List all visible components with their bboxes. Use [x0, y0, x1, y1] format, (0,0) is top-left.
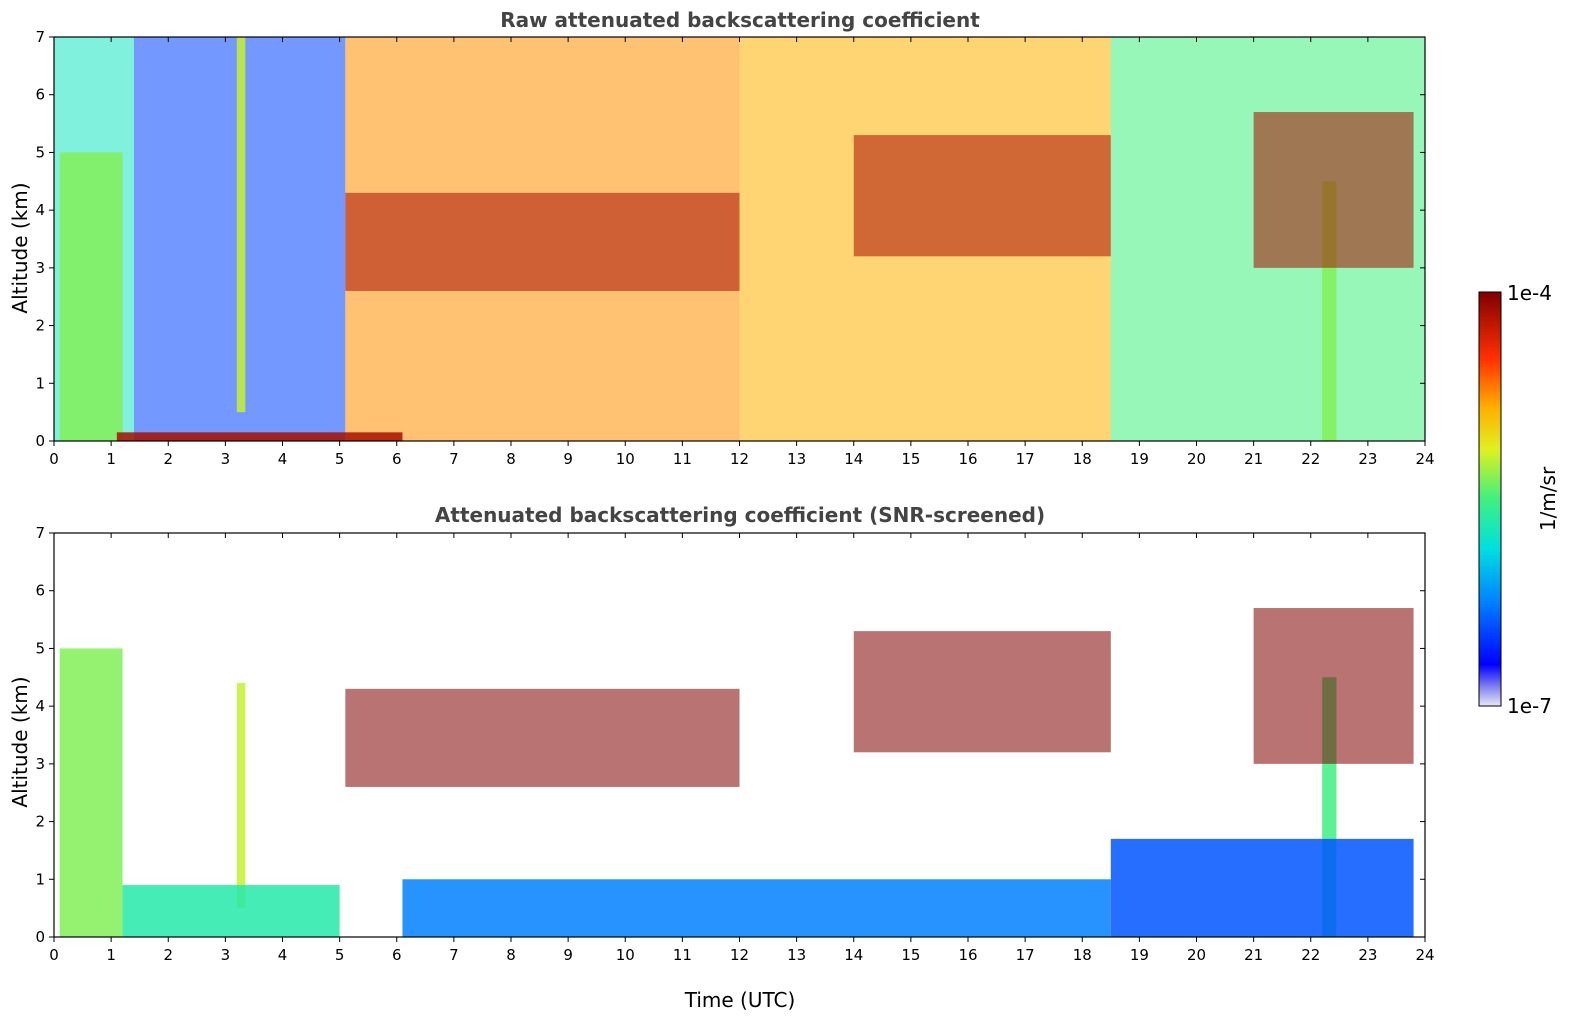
screened-xtick-label-15: 15	[901, 946, 920, 964]
raw-xtick-label-21: 21	[1244, 450, 1263, 468]
raw-ytick-label-3: 3	[35, 259, 45, 277]
screened-aerosol-column-1	[236, 683, 246, 909]
raw-xtick-label-2: 2	[163, 450, 173, 468]
screened-y-axis-label: Altitude (km)	[8, 676, 32, 807]
raw-aerosol-column-0	[59, 152, 123, 441]
screened-xtick-label-10: 10	[616, 946, 635, 964]
screened-y-axis: 0 1 2 3 4 5 6 7	[35, 524, 1425, 946]
screened-xtick-label-19: 19	[1130, 946, 1149, 964]
raw-ytick-label-1: 1	[35, 374, 45, 392]
screened-xtick-label-9: 9	[563, 946, 573, 964]
screened-xtick-label-23: 23	[1358, 946, 1377, 964]
raw-xtick-label-12: 12	[730, 450, 749, 468]
screened-xtick-label-1: 1	[106, 946, 116, 964]
raw-xtick-label-0: 0	[49, 450, 59, 468]
screened-heatmap-area	[59, 608, 1414, 937]
raw-cloud-layer-4	[345, 192, 740, 291]
screened-xtick-label-2: 2	[163, 946, 173, 964]
screened-aerosol-column-0	[59, 648, 123, 937]
raw-cloud-layer-5	[853, 135, 1111, 257]
screened-xtick-label-6: 6	[392, 946, 402, 964]
raw-xtick-label-1: 1	[106, 450, 116, 468]
screened-xtick-label-20: 20	[1187, 946, 1206, 964]
raw-xtick-label-3: 3	[221, 450, 231, 468]
raw-x-axis: 0 1 2 3 4 5 6 7 8 9 10 11 12 13 14 15 16 17 18 19 20 21 22 23 24	[49, 37, 1435, 468]
screened-xtick-label-8: 8	[506, 946, 516, 964]
screened-cloud-layer-6	[345, 688, 740, 787]
screened-xtick-label-14: 14	[844, 946, 863, 964]
raw-ytick-label-6: 6	[35, 86, 45, 104]
screened-xtick-label-0: 0	[49, 946, 59, 964]
screened-ytick-label-6: 6	[35, 582, 45, 600]
raw-xtick-label-6: 6	[392, 450, 402, 468]
screened-cloud-layer-8	[1253, 608, 1414, 764]
raw-xtick-label-5: 5	[335, 450, 345, 468]
raw-xtick-label-15: 15	[901, 450, 920, 468]
colorbar-max-label: 1e-4	[1507, 281, 1552, 305]
raw-xtick-label-13: 13	[787, 450, 806, 468]
screened-xtick-label-3: 3	[221, 946, 231, 964]
screened-boundary-layer-3	[122, 885, 340, 937]
raw-ytick-label-0: 0	[35, 432, 45, 450]
screened-ytick-label-3: 3	[35, 755, 45, 773]
raw-surface-layer-3	[116, 432, 403, 441]
screened-xtick-label-5: 5	[335, 946, 345, 964]
raw-xtick-label-11: 11	[673, 450, 692, 468]
screened-xtick-label-18: 18	[1073, 946, 1092, 964]
screened-x-axis: 0 1 2 3 4 5 6 7 8 9 10 11 12 13 14 15 16 17 18 19 20 21 22 23 24	[49, 533, 1435, 964]
raw-xtick-label-17: 17	[1016, 450, 1035, 468]
colorbar: 1e-4 1e-7 1/m/sr	[1478, 281, 1560, 718]
screened-xtick-label-16: 16	[958, 946, 977, 964]
raw-y-axis: 0 1 2 3 4 5 6 7	[35, 28, 1425, 450]
screened-ytick-label-4: 4	[35, 697, 45, 715]
raw-xtick-label-18: 18	[1073, 450, 1092, 468]
raw-backscatter-panel: Raw attenuated backscattering coefficien…	[8, 8, 1435, 468]
x-axis-label: Time (UTC)	[684, 988, 796, 1012]
raw-ytick-label-7: 7	[35, 28, 45, 46]
raw-xtick-label-10: 10	[616, 450, 635, 468]
screened-ytick-label-0: 0	[35, 928, 45, 946]
raw-panel-title: Raw attenuated backscattering coefficien…	[500, 8, 980, 32]
raw-xtick-label-16: 16	[958, 450, 977, 468]
raw-heatmap-area	[54, 37, 1425, 442]
screened-xtick-label-21: 21	[1244, 946, 1263, 964]
raw-ytick-label-5: 5	[35, 143, 45, 161]
raw-ytick-label-2: 2	[35, 317, 45, 335]
screened-cloud-layer-7	[853, 631, 1111, 753]
screened-panel-title: Attenuated backscattering coefficient (S…	[435, 503, 1045, 527]
colorbar-gradient	[1478, 291, 1502, 707]
raw-xtick-label-24: 24	[1415, 450, 1434, 468]
screened-xtick-label-17: 17	[1016, 946, 1035, 964]
raw-xtick-label-9: 9	[563, 450, 573, 468]
screened-xtick-label-22: 22	[1301, 946, 1320, 964]
screened-xtick-label-11: 11	[673, 946, 692, 964]
screened-xtick-label-4: 4	[278, 946, 288, 964]
raw-ytick-label-4: 4	[35, 201, 45, 219]
screened-ytick-label-2: 2	[35, 813, 45, 831]
raw-xtick-label-22: 22	[1301, 450, 1320, 468]
colorbar-min-label: 1e-7	[1507, 694, 1552, 718]
raw-xtick-label-7: 7	[449, 450, 459, 468]
screened-xtick-label-12: 12	[730, 946, 749, 964]
raw-aerosol-column-1	[236, 37, 246, 413]
screened-boundary-layer-5	[1110, 838, 1414, 937]
raw-xtick-label-8: 8	[506, 450, 516, 468]
screened-boundary-layer-4	[402, 879, 1111, 937]
raw-cloud-layer-6	[1253, 112, 1414, 268]
screened-ytick-label-5: 5	[35, 639, 45, 657]
screened-ytick-label-1: 1	[35, 870, 45, 888]
colorbar-unit-label: 1/m/sr	[1536, 466, 1560, 531]
raw-xtick-label-20: 20	[1187, 450, 1206, 468]
screened-backscatter-panel: Attenuated backscattering coefficient (S…	[8, 503, 1435, 1012]
screened-ytick-label-7: 7	[35, 524, 45, 542]
screened-xtick-label-24: 24	[1415, 946, 1434, 964]
raw-xtick-label-14: 14	[844, 450, 863, 468]
screened-xtick-label-13: 13	[787, 946, 806, 964]
raw-xtick-label-23: 23	[1358, 450, 1377, 468]
raw-y-axis-label: Altitude (km)	[8, 182, 32, 313]
screened-xtick-label-7: 7	[449, 946, 459, 964]
raw-xtick-label-4: 4	[278, 450, 288, 468]
raw-xtick-label-19: 19	[1130, 450, 1149, 468]
